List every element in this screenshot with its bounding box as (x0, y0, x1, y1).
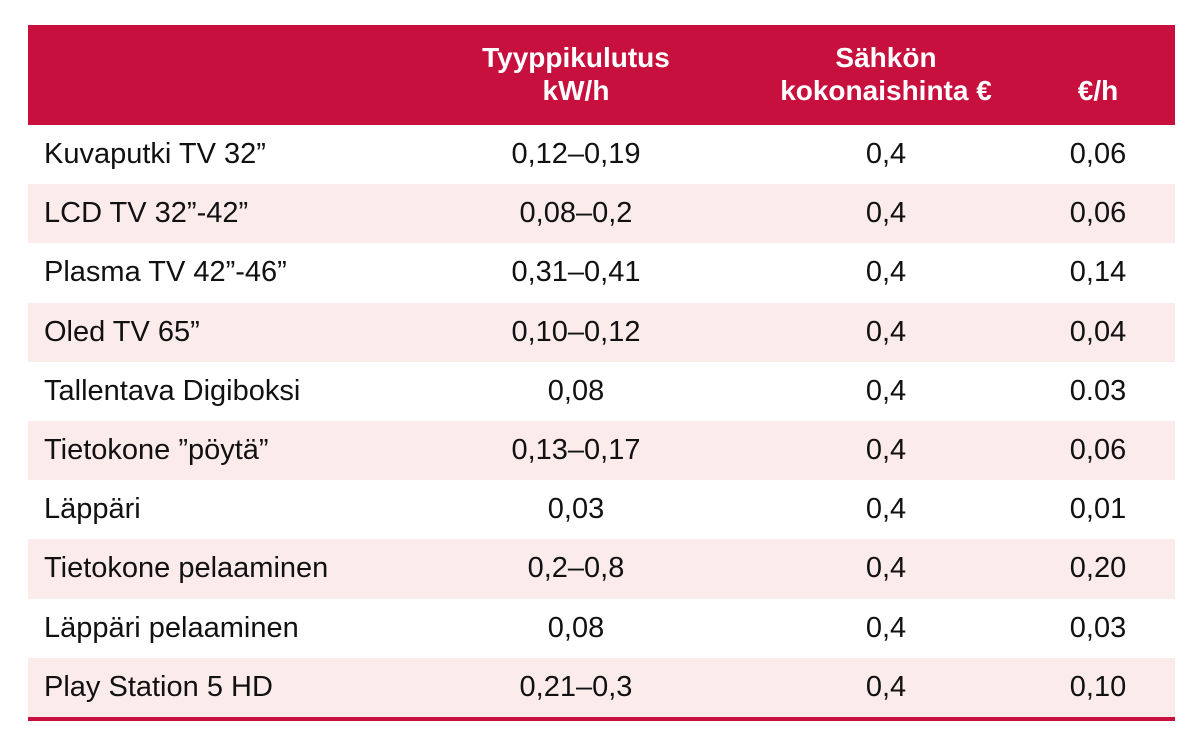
table-row: Kuvaputki TV 32” 0,12–0,19 0,4 0,06 (28, 125, 1175, 184)
bottom-rule (28, 716, 1175, 721)
per-hour-value: 0,06 (1069, 197, 1127, 230)
table-row: LCD TV 32”-42” 0,08–0,2 0,4 0,06 (28, 184, 1175, 244)
price-value: 0,4 (865, 552, 907, 585)
consumption-value: 0,08 (547, 374, 605, 407)
device-name: Tallentava Digiboksi (44, 374, 301, 407)
per-hour-value: 0,06 (1069, 138, 1127, 170)
table-row: Play Station 5 HD 0,21–0,3 0,4 0,10 (28, 657, 1175, 717)
table-row: Tietokone ”pöytä” 0,13–0,17 0,4 0,06 (28, 420, 1175, 481)
header-consumption-line2: kW/h (542, 75, 610, 106)
price-value: 0,4 (865, 670, 907, 703)
price-value: 0,4 (865, 315, 907, 348)
per-hour-value: 0,06 (1069, 433, 1127, 466)
header-per-hour: €/h (1038, 41, 1158, 107)
price-value: 0,4 (865, 611, 907, 644)
header-price-line1: Sähkön (835, 42, 937, 73)
per-hour-value: 0.03 (1069, 374, 1127, 407)
table-row: Tietokone pelaaminen 0,2–0,8 0,4 0,20 (28, 539, 1175, 599)
consumption-value: 0,10–0,12 (511, 315, 641, 348)
table-row: Tallentava Digiboksi 0,08 0,4 0.03 (28, 362, 1175, 421)
price-value: 0,4 (865, 256, 907, 289)
table-row: Plasma TV 42”-46” 0,31–0,41 0,4 0,14 (28, 243, 1175, 302)
table-row: Läppäri pelaaminen 0,08 0,4 0,03 (28, 599, 1175, 658)
header-per-hour-line2: €/h (1077, 75, 1119, 106)
price-value: 0,4 (865, 138, 907, 170)
price-value: 0,4 (865, 433, 907, 466)
consumption-value: 0,08–0,2 (519, 197, 633, 230)
price-value: 0,4 (865, 493, 907, 526)
price-value: 0,4 (865, 197, 907, 230)
consumption-value: 0,12–0,19 (511, 138, 641, 170)
table-body: Kuvaputki TV 32” 0,12–0,19 0,4 0,06 LCD TV 3… (28, 125, 1175, 717)
device-name: Läppäri pelaaminen (44, 611, 299, 644)
header-price-line2: kokonaishinta € (780, 75, 992, 106)
consumption-value: 0,08 (547, 611, 605, 644)
table-header: Tyyppikulutus kW/h Sähkön kokonaishinta … (28, 25, 1175, 125)
per-hour-value: 0,04 (1069, 315, 1127, 348)
table-row: Oled TV 65” 0,10–0,12 0,4 0,04 (28, 302, 1175, 362)
per-hour-value: 0,03 (1069, 611, 1127, 644)
header-total-price: Sähkön kokonaishinta € (738, 41, 1034, 107)
consumption-value: 0,2–0,8 (527, 552, 625, 585)
price-value: 0,4 (865, 374, 907, 407)
consumption-value: 0,31–0,41 (511, 256, 641, 289)
per-hour-value: 0,01 (1069, 493, 1127, 526)
header-consumption: Tyyppikulutus kW/h (428, 41, 724, 107)
device-name: LCD TV 32”-42” (44, 197, 249, 230)
device-name: Tietokone pelaaminen (44, 552, 329, 585)
consumption-value: 0,13–0,17 (511, 433, 641, 466)
per-hour-value: 0,10 (1069, 670, 1127, 703)
device-name: Tietokone ”pöytä” (44, 433, 269, 466)
device-name: Kuvaputki TV 32” (44, 138, 266, 170)
device-name: Plasma TV 42”-46” (44, 256, 287, 289)
per-hour-value: 0,14 (1069, 256, 1127, 289)
device-name: Läppäri (44, 493, 141, 526)
device-name: Oled TV 65” (44, 315, 200, 348)
device-name: Play Station 5 HD (44, 670, 273, 703)
header-consumption-line1: Tyyppikulutus (482, 42, 670, 73)
consumption-value: 0,21–0,3 (519, 670, 633, 703)
header-per-hour-line1 (1038, 41, 1158, 74)
table-row: Läppäri 0,03 0,4 0,01 (28, 480, 1175, 539)
consumption-value: 0,03 (547, 493, 605, 526)
per-hour-value: 0,20 (1069, 552, 1127, 585)
energy-consumption-table: Tyyppikulutus kW/h Sähkön kokonaishinta … (28, 25, 1175, 721)
